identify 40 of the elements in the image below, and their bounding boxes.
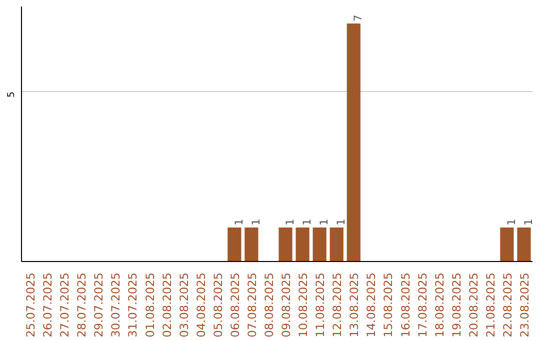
x-tick-label: 18.08.2025 [432,272,446,338]
x-tick-label: 09.08.2025 [279,272,294,338]
x-tick-label: 13.08.2025 [347,272,362,338]
x-tick-label: 29.07.2025 [92,272,106,338]
x-tick-label: 02.08.2025 [160,272,174,338]
x-tick-label: 15.08.2025 [381,272,396,338]
data-label: 1 [300,218,314,226]
data-label: 1 [249,218,262,226]
x-tick-label: 11.08.2025 [313,272,328,338]
x-tick-label: 07.08.2025 [244,272,259,338]
x-tick-label: 28.07.2025 [74,272,89,338]
x-tick-label: 17.08.2025 [415,272,430,338]
x-tick-label: 25.07.2025 [24,272,38,338]
x-tick-label: 27.07.2025 [58,272,72,338]
x-tick-label: 30.07.2025 [108,272,123,338]
data-label: 7 [352,14,365,22]
x-tick-label: 05.08.2025 [210,272,225,338]
x-tick-label: 21.08.2025 [483,272,498,338]
x-tick-label: 19.08.2025 [449,272,464,338]
x-tick-label: 01.08.2025 [142,272,157,338]
x-tick-label: 04.08.2025 [194,272,208,338]
x-tick-label: 20.08.2025 [466,272,480,338]
x-tick-label: 26.07.2025 [40,272,55,338]
x-tick-label: 08.08.2025 [262,272,276,338]
data-label: 1 [318,218,331,226]
x-tick-label: 16.08.2025 [398,272,412,338]
data-label: 1 [522,218,535,226]
data-label: 1 [284,218,297,226]
x-tick-label: 12.08.2025 [330,272,344,338]
x-tick-label: 10.08.2025 [296,272,310,338]
y-tick-label: 5 [6,91,17,98]
data-label: 1 [504,218,518,226]
data-label: 1 [232,218,246,226]
x-tick-label: 22.08.2025 [500,272,514,338]
x-tick-label: 31.07.2025 [126,272,140,338]
data-label: 1 [334,218,348,226]
x-tick-label: 03.08.2025 [176,272,191,338]
x-tick-label: 23.08.2025 [517,272,532,338]
x-tick-label: 14.08.2025 [364,272,378,338]
x-tick-label: 06.08.2025 [228,272,242,338]
